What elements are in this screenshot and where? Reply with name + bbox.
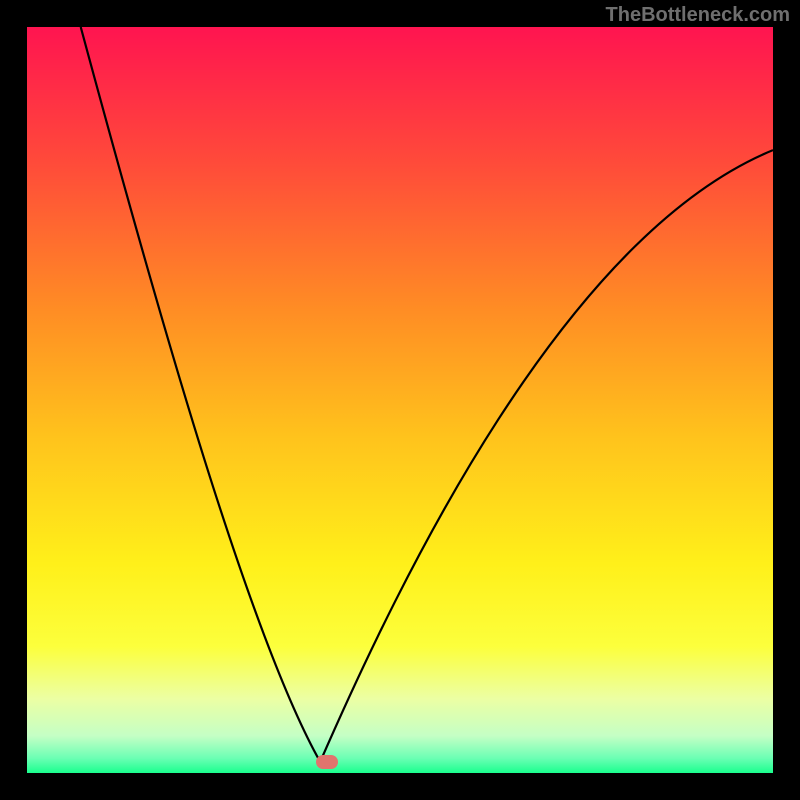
optimal-marker [316, 755, 338, 769]
plot-area [27, 27, 773, 773]
curve-svg [27, 27, 773, 773]
bottleneck-curve [81, 27, 773, 762]
chart-container: TheBottleneck.com [0, 0, 800, 800]
watermark-text: TheBottleneck.com [606, 4, 790, 27]
